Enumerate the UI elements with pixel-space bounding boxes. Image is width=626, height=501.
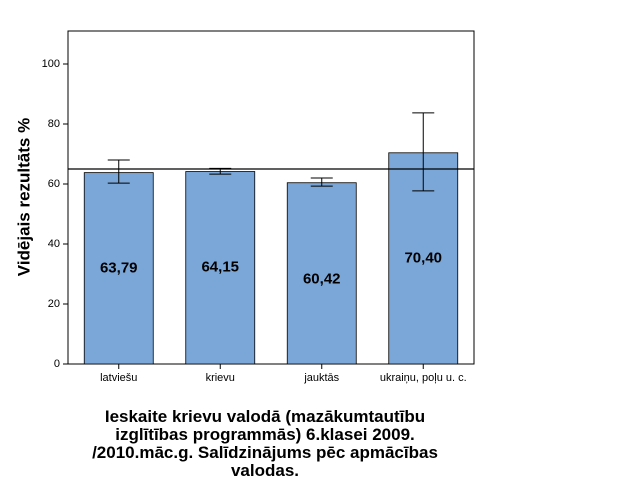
y-tick-label: 80 [48,118,60,130]
x-tick-label: ukraiņu, poļu u. c. [379,373,467,384]
y-tick-label: 40 [48,238,60,250]
value-label: 70,40 [404,249,442,266]
x-tick-label: jauktās [304,373,340,384]
x-tick-holder: ukraiņu, poļu u. c. [379,373,467,384]
chart-title: Ieskaite krievu valodā (mazākumtautību i… [92,407,438,480]
error-bar [310,177,333,187]
x-tick-label: latviešu [100,373,138,384]
bar [286,182,357,365]
error-bar [107,159,130,184]
x-tick-label: krievu [205,373,235,384]
y-axis-label: Vidējais rezultāts % [14,118,33,276]
value-label: 63,79 [100,259,138,276]
bar [185,171,256,365]
y-tick-label: 0 [54,358,60,370]
value-label: 60,42 [303,270,341,287]
x-tick-holder: latviešu [100,373,138,384]
x-tick-holder: jauktās [304,373,340,384]
y-tick-label: 20 [48,298,60,310]
y-tick-label: 60 [48,178,60,190]
x-tick-holder: krievu [205,373,235,384]
plot-frame [67,30,475,365]
y-tick-label: 100 [42,58,60,70]
value-label: 64,15 [201,259,239,276]
error-bar [412,112,435,192]
